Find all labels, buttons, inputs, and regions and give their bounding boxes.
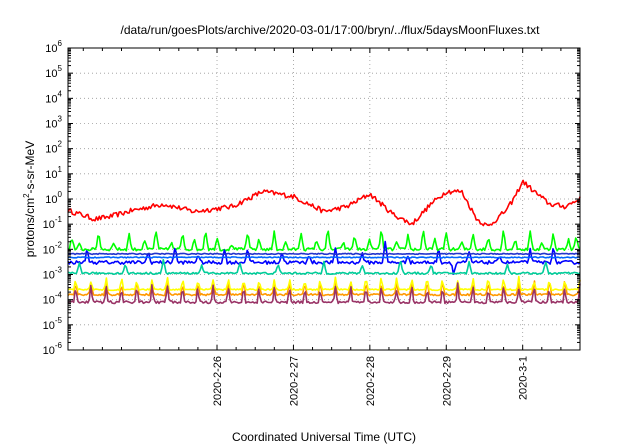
series-line: [67, 256, 581, 259]
x-axis-ticks: 2020-2-26 2020-2-27 2020-2-28 2020-2-29 2020…: [82, 48, 581, 406]
series-line: [67, 258, 581, 276]
grid: [68, 48, 580, 350]
x-tick-label: 2020-2-28: [365, 356, 377, 406]
y-tick-label: 10-4: [43, 291, 63, 307]
x-tick-label: 2020-3-1: [518, 356, 530, 400]
y-tick-label: 102: [45, 140, 62, 156]
series-line: [67, 179, 581, 227]
y-tick-label: 103: [45, 115, 62, 131]
y-tick-label: 100: [45, 190, 62, 206]
series-line: [67, 282, 581, 305]
y-tick-label: 10-6: [43, 341, 63, 357]
series-line: [67, 230, 581, 252]
x-tick-label: 2020-2-29: [441, 356, 453, 406]
y-tick-label: 10-2: [43, 240, 63, 256]
y-tick-label: 105: [45, 64, 62, 80]
y-tick-label: 10-1: [43, 215, 63, 231]
y-tick-label: 101: [45, 165, 62, 181]
series-line: [67, 252, 581, 256]
series-group: [67, 179, 581, 305]
y-tick-label: 10-3: [43, 266, 63, 282]
y-tick-label: 10-5: [43, 316, 63, 332]
x-tick-label: 2020-2-26: [212, 356, 224, 406]
chart-title: /data/run/goesPlots/archive/2020-03-01/1…: [121, 23, 541, 37]
y-tick-label: 104: [45, 89, 62, 105]
series-line: [67, 275, 581, 292]
y-tick-label: 106: [45, 39, 62, 55]
x-tick-label: 2020-2-27: [288, 356, 300, 406]
x-axis-title: Coordinated Universal Time (UTC): [232, 430, 416, 444]
y-axis-ticks: 106 105 104 103 102 101 100 10-1 10-2 10-3 10-4 10-…: [43, 39, 580, 357]
y-axis-title: protons/cm2-s-sr-MeV: [22, 141, 37, 257]
